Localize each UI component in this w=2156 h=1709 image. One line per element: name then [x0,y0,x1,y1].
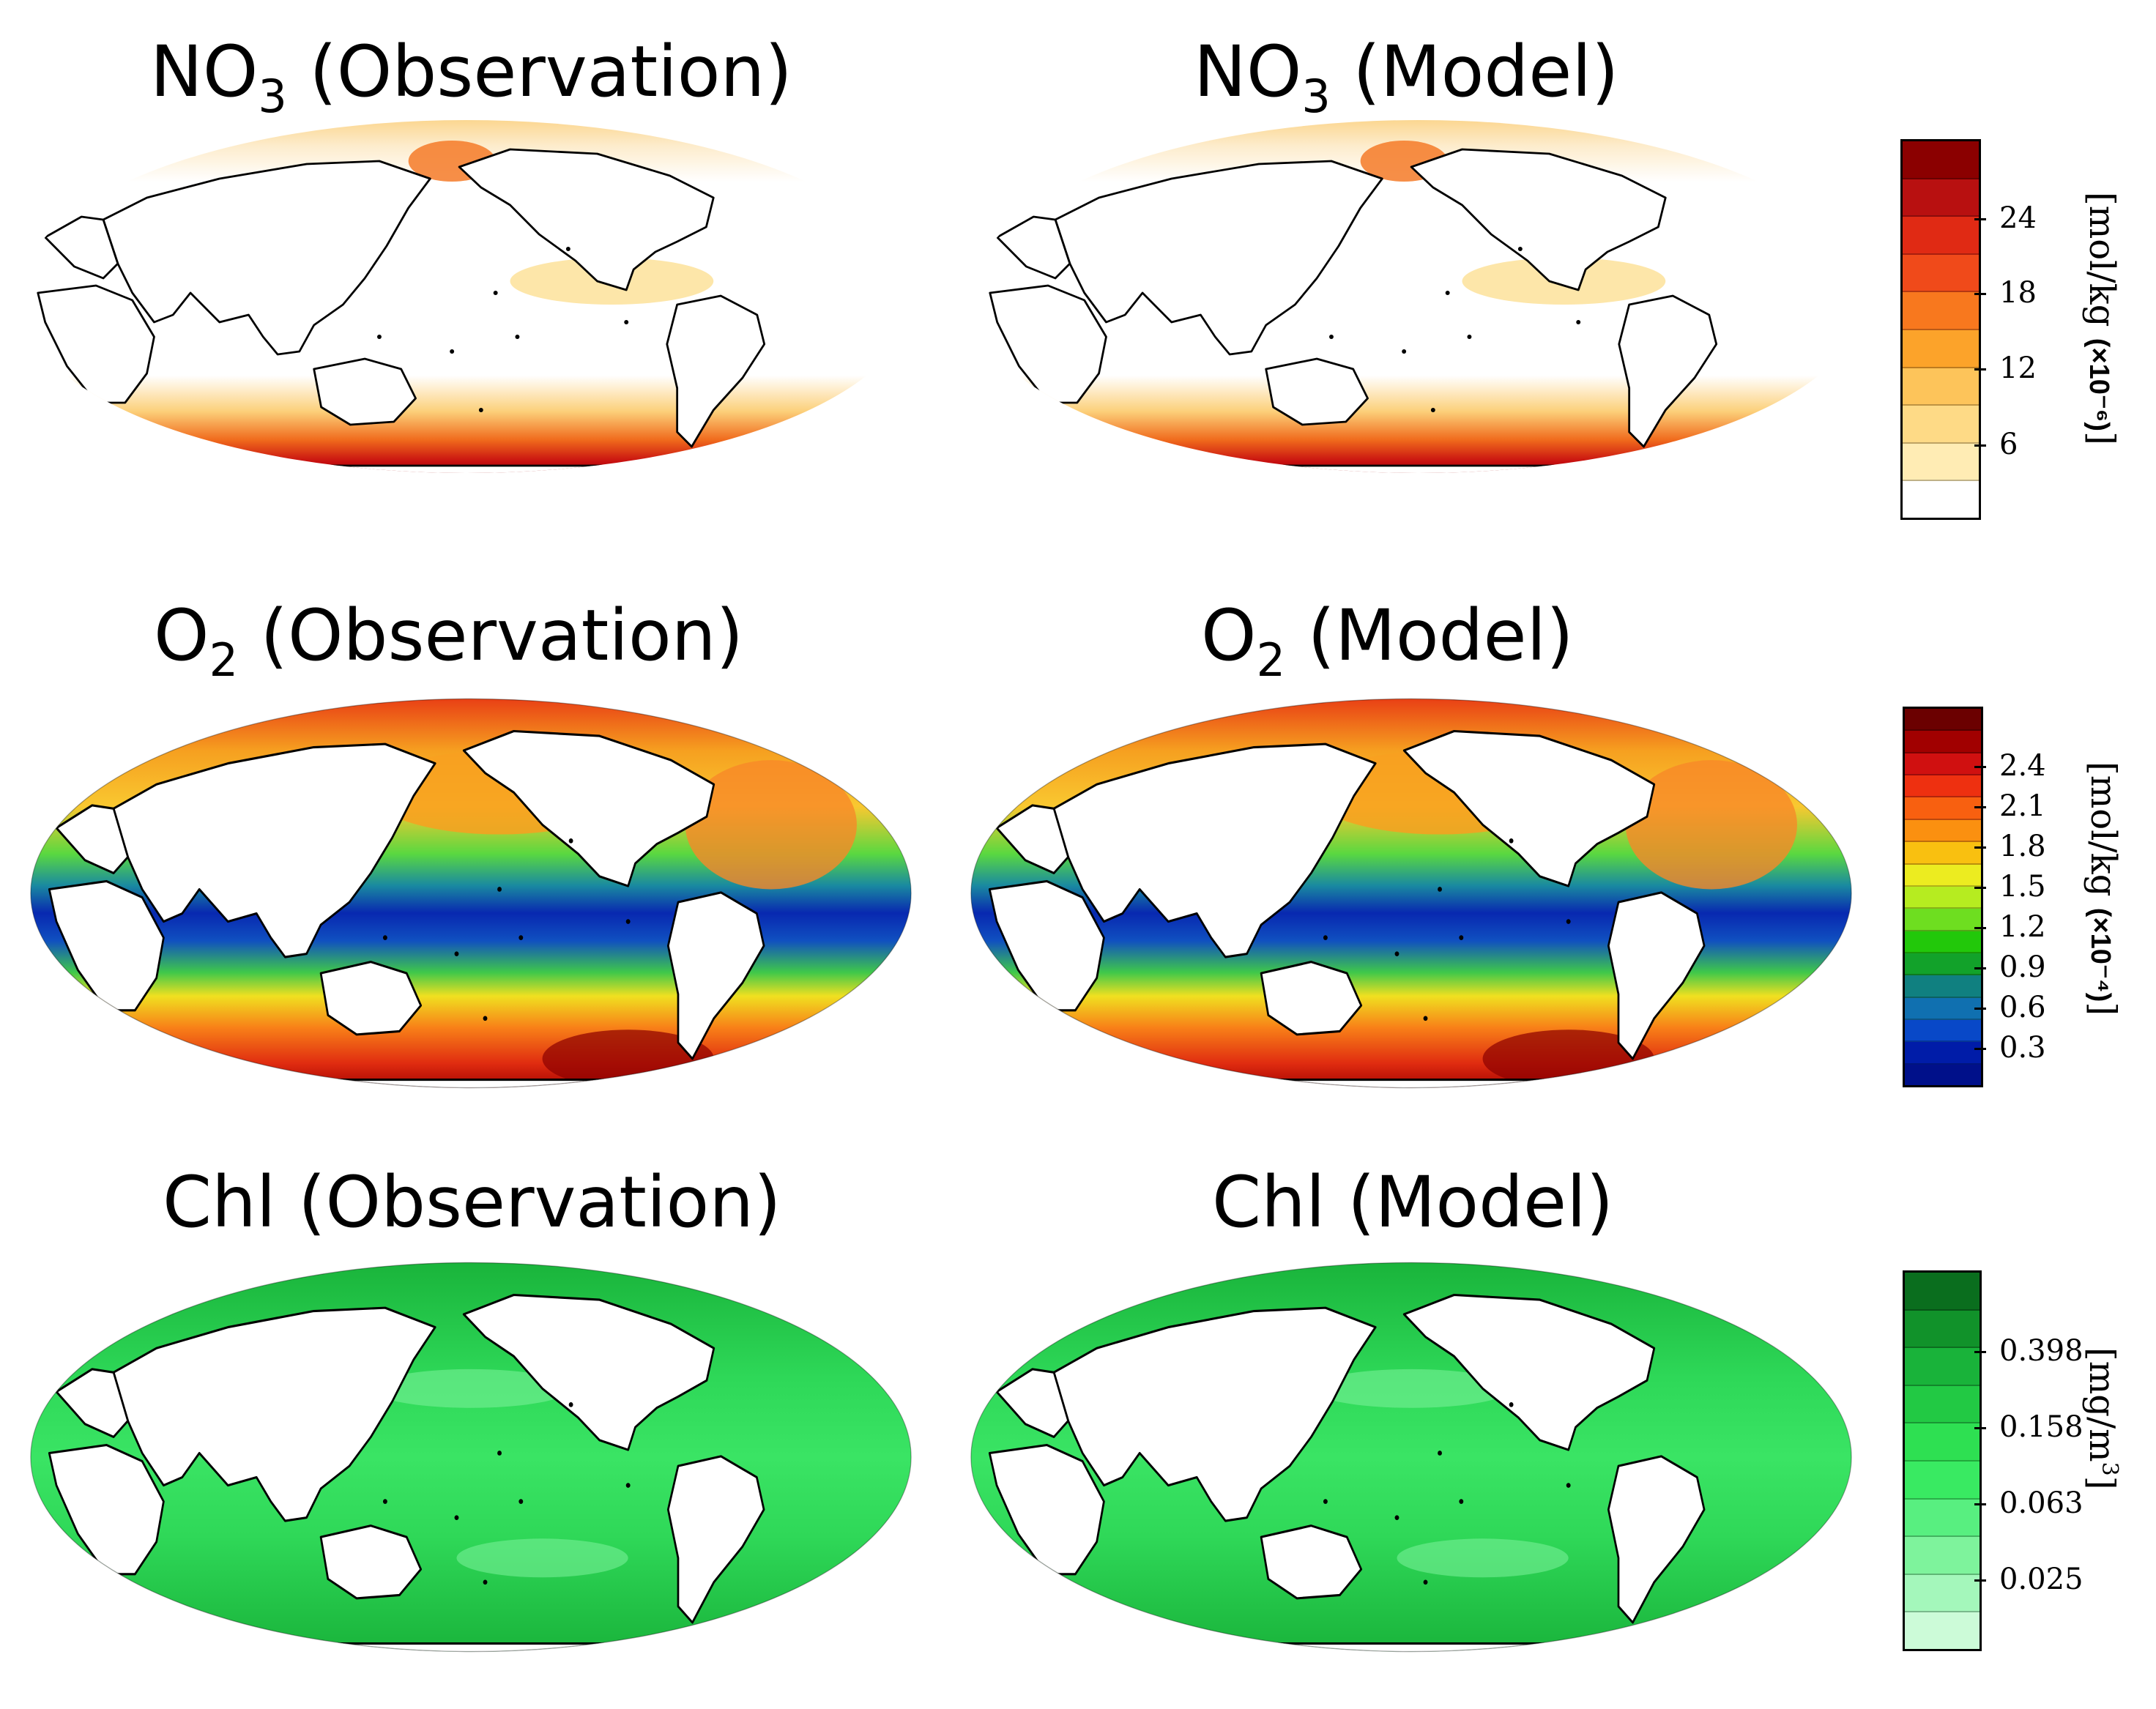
colorbar-o2-band [1905,886,1981,909]
colorbar-o2-tick: 1.5 [1974,870,2046,904]
colorbar-o2-band [1905,864,1981,887]
colorbar-no3-band [1903,368,1979,406]
colorbar-chl-band [1905,1537,1980,1575]
colorbar-o2-band [1905,797,1981,820]
title-no3-observation: NO3 (Observation) [150,31,792,123]
colorbar-o2-band [1905,1064,1981,1086]
colorbar-no3-tick: 6 [1974,428,2018,461]
colorbar-no3-band [1903,141,1979,179]
colorbar-chl-band [1905,1310,1980,1349]
colorbar-no3-band [1903,254,1979,293]
colorbar-no3-band [1903,179,1979,217]
colorbar-chl-tick: 0.063 [1974,1486,2083,1520]
title-o2-model: O2 (Model) [1201,595,1574,687]
colorbar-o2-tick: 2.1 [1974,789,2046,823]
colorbar-o2-band [1905,975,1981,998]
colorbar-chl-band [1905,1612,1980,1649]
colorbar-o2-tick: 0.9 [1974,950,2046,984]
map-o2-observation [28,696,914,1091]
colorbar-o2-band [1905,1042,1981,1065]
map-chl-observation [28,1259,914,1655]
colorbar-chl-band [1905,1348,1980,1386]
colorbar-no3-band [1903,329,1979,368]
colorbar-o2-band [1905,997,1981,1021]
colorbar-o2-band [1905,931,1981,953]
colorbar-no3-tick: 12 [1974,351,2037,385]
map-no3-model-graphic [970,120,1867,473]
colorbar-o2-tick: 2.4 [1974,749,2046,783]
map-o2-model-graphic [970,698,1852,1089]
title-chl-observation: Chl (Observation) [163,1161,781,1243]
colorbar-chl-tick: 0.025 [1974,1563,2083,1596]
colorbar-o2-tick: 1.8 [1974,830,2046,863]
colorbar-o2-band [1905,709,1981,731]
map-no3-model [968,117,1869,476]
map-o2-observation-graphic [30,698,912,1089]
colorbar-o2-tick: 1.2 [1974,910,2046,944]
title-no3-model: NO3 (Model) [1194,31,1619,123]
colorbar-o2-band [1905,775,1981,798]
map-no3-observation-graphic [18,120,915,473]
colorbar-chl-tick: 0.398 [1974,1334,2083,1368]
map-chl-model [968,1259,1854,1655]
title-o2-observation: O2 (Observation) [154,595,744,687]
colorbar-chl-band [1905,1499,1980,1538]
map-chl-observation-graphic [30,1262,912,1653]
title-chl-model: Chl (Model) [1212,1161,1614,1243]
colorbar-o2-band [1905,819,1981,843]
colorbar-no3-band [1903,406,1979,444]
colorbar-no3-tick: 24 [1974,201,2037,235]
colorbar-no3-band [1903,217,1979,255]
colorbar-o2-band [1905,731,1981,753]
colorbar-o2-band [1905,1020,1981,1043]
colorbar-o2-tick: 0.3 [1974,1031,2046,1065]
colorbar-no3-band [1903,481,1979,518]
colorbar-o2-tick: 0.6 [1974,991,2046,1024]
colorbar-no3 [1900,139,1981,520]
colorbar-no3-unit: [mol/kg (×10⁻⁶)] [2081,192,2122,445]
map-chl-model-graphic [970,1262,1852,1653]
colorbar-no3-band [1903,292,1979,330]
colorbar-o2-band [1905,909,1981,931]
colorbar-chl-band [1905,1423,1980,1462]
colorbar-o2-band [1905,842,1981,865]
map-o2-model [968,696,1854,1091]
map-no3-observation [16,117,917,476]
colorbar-chl-band [1905,1574,1980,1613]
colorbar-chl-band [1905,1273,1980,1311]
colorbar-no3-tick: 18 [1974,276,2037,310]
colorbar-o2-unit: [mol/kg (×10⁻⁴)] [2083,762,2124,1016]
colorbar-o2-band [1905,953,1981,976]
colorbar-o2 [1903,707,1983,1087]
colorbar-chl-unit: [mg/m3] [2081,1347,2122,1490]
colorbar-o2-band [1905,753,1981,776]
colorbar-chl-band [1905,1385,1980,1424]
colorbar-chl-tick: 0.158 [1974,1410,2083,1444]
colorbar-chl-band [1905,1461,1980,1500]
colorbar-chl [1903,1270,1982,1651]
colorbar-no3-band [1903,443,1979,482]
